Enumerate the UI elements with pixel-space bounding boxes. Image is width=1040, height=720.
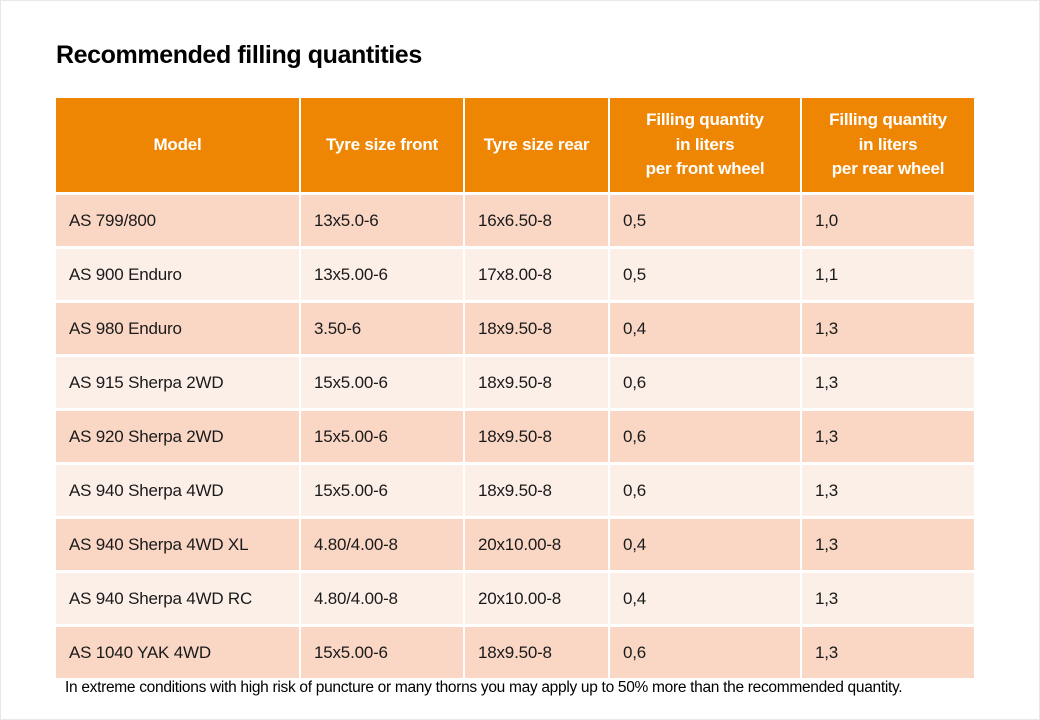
column-header-0: Model: [56, 98, 299, 192]
table-cell: 0,6: [610, 465, 800, 516]
table-cell: 18x9.50-8: [465, 411, 608, 462]
table-cell: AS 920 Sherpa 2WD: [56, 411, 299, 462]
column-header-4: Filling quantity in liters per rear whee…: [802, 98, 974, 192]
table-cell: 1,3: [802, 303, 974, 354]
table-cell: 4.80/4.00-8: [301, 519, 463, 570]
table-cell: 17x8.00-8: [465, 249, 608, 300]
table-cell: AS 940 Sherpa 4WD: [56, 465, 299, 516]
table-cell: AS 1040 YAK 4WD: [56, 627, 299, 678]
table-cell: 0,4: [610, 303, 800, 354]
table-cell: AS 940 Sherpa 4WD XL: [56, 519, 299, 570]
table-cell: 13x5.00-6: [301, 249, 463, 300]
table-cell: 13x5.0-6: [301, 195, 463, 246]
column-header-1: Tyre size front: [301, 98, 463, 192]
table-cell: 16x6.50-8: [465, 195, 608, 246]
table-cell: AS 900 Enduro: [56, 249, 299, 300]
table-cell: 18x9.50-8: [465, 357, 608, 408]
table-cell: 1,3: [802, 627, 974, 678]
table-cell: 1,3: [802, 465, 974, 516]
column-header-2: Tyre size rear: [465, 98, 608, 192]
table-cell: 18x9.50-8: [465, 303, 608, 354]
table-cell: 1,3: [802, 357, 974, 408]
table-cell: 4.80/4.00-8: [301, 573, 463, 624]
table-cell: 0,4: [610, 573, 800, 624]
table-cell: 0,6: [610, 411, 800, 462]
table-cell: 1,3: [802, 573, 974, 624]
table-cell: AS 940 Sherpa 4WD RC: [56, 573, 299, 624]
table-cell: 0,6: [610, 357, 800, 408]
table-cell: 1,0: [802, 195, 974, 246]
table-cell: 0,4: [610, 519, 800, 570]
filling-quantities-table: Model Tyre size front Tyre size rear Fillin…: [56, 98, 974, 678]
table-cell: 20x10.00-8: [465, 573, 608, 624]
table-cell: 1,3: [802, 411, 974, 462]
table-cell: AS 980 Enduro: [56, 303, 299, 354]
footnote-text: In extreme conditions with high risk of …: [65, 679, 903, 696]
table-cell: AS 799/800: [56, 195, 299, 246]
table-cell: 0,5: [610, 195, 800, 246]
table-cell: 15x5.00-6: [301, 627, 463, 678]
page-title: Recommended filling quantities: [56, 41, 422, 69]
table-cell: 0,6: [610, 627, 800, 678]
table-cell: AS 915 Sherpa 2WD: [56, 357, 299, 408]
table-cell: 15x5.00-6: [301, 465, 463, 516]
table-cell: 0,5: [610, 249, 800, 300]
table-cell: 1,3: [802, 519, 974, 570]
table-cell: 18x9.50-8: [465, 627, 608, 678]
column-header-3: Filling quantity in liters per front whe…: [610, 98, 800, 192]
table-cell: 1,1: [802, 249, 974, 300]
table-cell: 15x5.00-6: [301, 357, 463, 408]
table-cell: 18x9.50-8: [465, 465, 608, 516]
table-cell: 15x5.00-6: [301, 411, 463, 462]
table-cell: 20x10.00-8: [465, 519, 608, 570]
table-cell: 3.50-6: [301, 303, 463, 354]
